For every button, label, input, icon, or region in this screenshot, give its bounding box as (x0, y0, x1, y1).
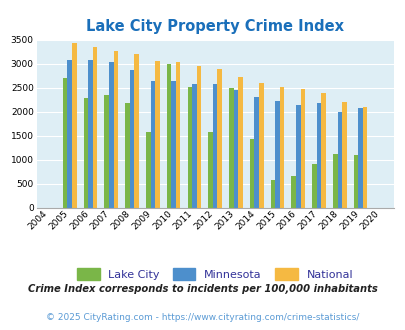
Bar (316, 103, 320, 208)
Bar (295, 106, 300, 208)
Bar (187, 87, 192, 208)
Bar (337, 112, 341, 208)
Bar (72, 44, 77, 208)
Bar (341, 102, 346, 208)
Bar (146, 132, 150, 208)
Bar (254, 97, 258, 208)
Bar (150, 81, 155, 208)
Bar (196, 66, 201, 208)
Legend: Lake City, Minnesota, National: Lake City, Minnesota, National (72, 264, 357, 284)
Bar (238, 77, 242, 208)
Bar (249, 139, 254, 208)
Bar (320, 93, 325, 208)
Bar (175, 62, 180, 208)
Bar (212, 84, 217, 208)
Bar (258, 83, 263, 208)
Bar (104, 95, 109, 208)
Bar (300, 89, 305, 208)
Bar (130, 70, 134, 208)
Bar (291, 176, 295, 208)
Text: © 2025 CityRating.com - https://www.cityrating.com/crime-statistics/: © 2025 CityRating.com - https://www.city… (46, 313, 359, 322)
Bar (88, 60, 93, 208)
Bar (217, 69, 222, 208)
Bar (279, 87, 283, 208)
Bar (233, 90, 238, 208)
Bar (275, 101, 279, 208)
Bar (358, 108, 362, 208)
Bar (270, 181, 275, 208)
Bar (171, 81, 175, 208)
Bar (109, 62, 113, 208)
Bar (311, 164, 316, 208)
Bar (83, 98, 88, 208)
Bar (93, 47, 97, 208)
Bar (192, 84, 196, 208)
Bar (67, 60, 72, 208)
Bar (362, 107, 367, 208)
Bar (155, 61, 159, 208)
Bar (228, 88, 233, 208)
Bar (134, 53, 139, 208)
Bar (353, 154, 358, 208)
Title: Lake City Property Crime Index: Lake City Property Crime Index (86, 19, 343, 34)
Bar (332, 153, 337, 208)
Bar (166, 64, 171, 208)
Text: Crime Index corresponds to incidents per 100,000 inhabitants: Crime Index corresponds to incidents per… (28, 284, 377, 294)
Bar (125, 103, 130, 208)
Bar (208, 132, 212, 208)
Bar (63, 78, 67, 208)
Bar (113, 51, 118, 208)
